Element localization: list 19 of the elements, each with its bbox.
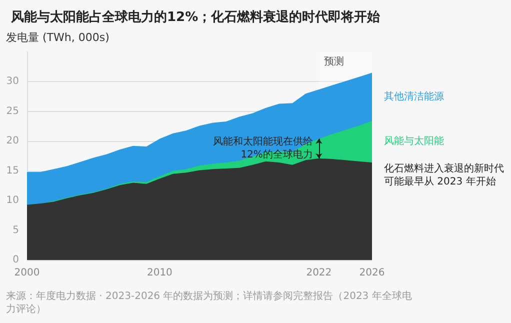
x-tick-label: 2000 xyxy=(14,268,40,278)
x-tick-label: 2022 xyxy=(306,268,332,278)
y-tick-label: 30 xyxy=(6,76,19,88)
y-tick-label: 0 xyxy=(12,254,19,266)
series-label: 其他清洁能源 xyxy=(384,90,444,102)
x-tick-label: 2026 xyxy=(359,268,385,278)
chart-title: 风能与太阳能占全球电力的12%；化石燃料衰退的时代即将开始 xyxy=(10,9,382,25)
series-label: 风能与太阳能 xyxy=(384,135,444,148)
x-tick-label: 2010 xyxy=(146,268,172,278)
source-note: 来源：年度电力数据 · 2023-2026 年的数据为预测；详情请参阅完整报告（2023 年全球电力评论） xyxy=(6,290,412,315)
annotation: 风能和太阳能现在供给12%的全球电力 xyxy=(212,135,313,160)
y-axis-title: 发电量 (TWh, 000s) xyxy=(6,31,110,44)
y-tick-label: 15 xyxy=(6,165,19,176)
annotation: 化石燃料进入衰退的新时代可能最早从 2023 年开始 xyxy=(384,162,504,188)
band-label: 预测 xyxy=(324,56,344,68)
y-tick-label: 20 xyxy=(6,136,19,147)
y-tick-label: 5 xyxy=(12,224,19,236)
y-tick-label: 10 xyxy=(6,195,19,206)
y-tick-label: 25 xyxy=(6,106,19,117)
